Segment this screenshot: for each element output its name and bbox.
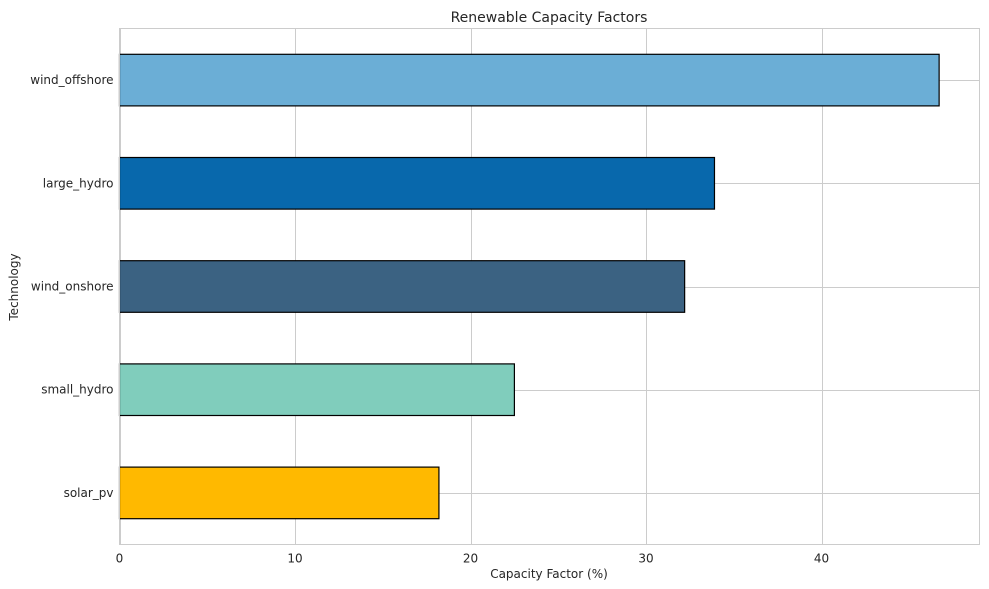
x-axis-ticks: 0 10 20 30 40 (116, 552, 830, 566)
bar-wind-offshore (118, 53, 940, 107)
y-tick-label: large_hydro (43, 176, 114, 190)
x-tick-label: 30 (638, 552, 653, 566)
x-tick-label: 20 (463, 552, 478, 566)
y-tick-label: wind_onshore (31, 280, 114, 294)
plot-frame (119, 28, 980, 545)
bar-wind-onshore (118, 260, 686, 313)
bars (118, 53, 940, 520)
chart-title: Renewable Capacity Factors (451, 10, 648, 26)
y-axis-label: Technology (7, 253, 21, 321)
x-tick-label: 10 (287, 552, 302, 566)
bar-solar-pv (118, 466, 440, 520)
x-tick-label: 0 (116, 552, 124, 566)
y-tick-label: wind_offshore (30, 73, 113, 87)
x-axis-label: Capacity Factor (%) (490, 567, 608, 581)
x-tick-label: 40 (814, 552, 829, 566)
y-tick-label: solar_pv (64, 486, 114, 500)
bar-small-hydro (118, 363, 515, 417)
bar-large-hydro (118, 156, 716, 210)
y-tick-label: small_hydro (41, 383, 113, 397)
y-axis-ticks: solar_pv small_hydro wind_onshore large_hyd… (30, 73, 113, 500)
